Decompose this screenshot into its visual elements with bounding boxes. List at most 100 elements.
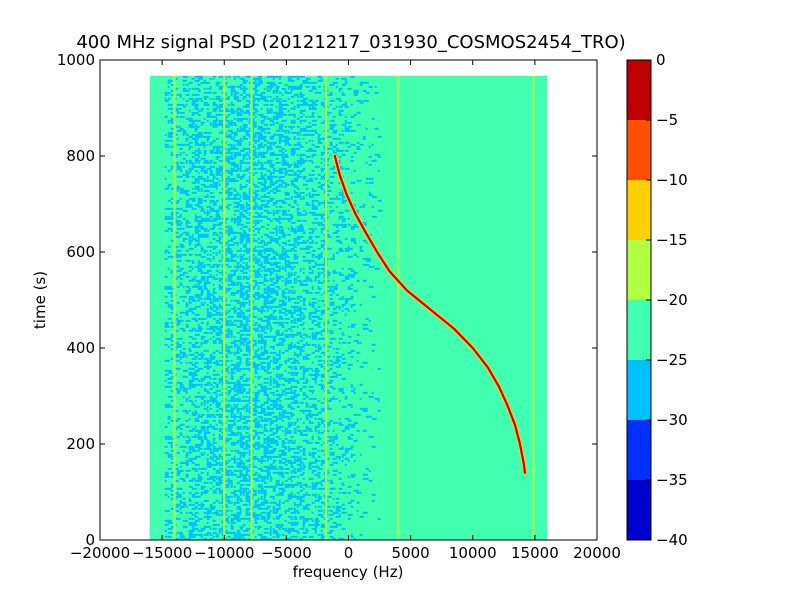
noise-speckle (242, 387, 246, 390)
noise-speckle (314, 307, 317, 310)
noise-speckle (233, 97, 239, 100)
noise-speckle (191, 461, 195, 464)
noise-speckle (203, 389, 209, 392)
noise-speckle (293, 467, 296, 470)
noise-speckle (275, 209, 281, 212)
noise-speckle (218, 99, 223, 102)
noise-speckle (320, 431, 324, 434)
noise-speckle (290, 119, 294, 122)
noise-speckle (326, 233, 330, 236)
noise-speckle (227, 351, 233, 354)
noise-speckle (242, 173, 246, 176)
noise-speckle (224, 131, 227, 134)
noise-speckle (272, 187, 278, 190)
noise-speckle (257, 347, 260, 350)
noise-speckle (368, 85, 373, 88)
noise-speckle (233, 309, 237, 312)
noise-speckle (242, 95, 247, 98)
noise-speckle (206, 429, 209, 432)
noise-speckle (278, 363, 283, 366)
noise-speckle (260, 325, 264, 328)
noise-speckle (212, 77, 215, 80)
noise-speckle (242, 111, 247, 114)
noise-speckle (263, 257, 269, 260)
noise-speckle (296, 195, 300, 198)
noise-speckle (323, 241, 326, 244)
noise-speckle (206, 87, 212, 90)
noise-speckle (293, 199, 297, 202)
noise-speckle (233, 383, 238, 386)
noise-speckle (281, 307, 287, 310)
noise-speckle (335, 443, 339, 446)
noise-speckle (269, 299, 275, 302)
noise-speckle (281, 209, 287, 212)
noise-speckle (287, 233, 291, 236)
noise-speckle (194, 383, 198, 386)
noise-speckle (290, 127, 293, 130)
noise-speckle (185, 143, 190, 146)
noise-speckle (254, 201, 257, 204)
noise-speckle (200, 343, 203, 346)
noise-speckle (242, 339, 247, 342)
noise-speckle (275, 365, 281, 368)
noise-speckle (182, 191, 187, 194)
noise-speckle (302, 457, 307, 460)
noise-speckle (269, 151, 275, 154)
noise-speckle (230, 291, 235, 294)
noise-speckle (191, 207, 197, 210)
noise-speckle (299, 339, 303, 342)
noise-speckle (371, 349, 375, 352)
noise-speckle (329, 257, 335, 260)
noise-speckle (266, 469, 270, 472)
noise-speckle (308, 279, 313, 282)
noise-speckle (335, 437, 338, 440)
noise-speckle (317, 139, 321, 142)
noise-speckle (269, 301, 274, 304)
noise-speckle (251, 363, 257, 366)
noise-speckle (260, 249, 264, 252)
noise-speckle (236, 209, 240, 212)
noise-speckle (251, 437, 255, 440)
noise-speckle (263, 401, 269, 404)
noise-speckle (245, 435, 250, 438)
noise-speckle (203, 451, 206, 454)
noise-speckle (167, 97, 171, 100)
noise-speckle (287, 163, 293, 166)
noise-speckle (230, 473, 234, 476)
noise-speckle (197, 97, 202, 100)
noise-speckle (215, 481, 220, 484)
noise-speckle (269, 305, 273, 308)
noise-speckle (368, 265, 372, 268)
noise-speckle (218, 271, 224, 274)
noise-speckle (212, 303, 216, 306)
noise-speckle (377, 367, 381, 370)
noise-speckle (305, 85, 310, 88)
noise-speckle (185, 309, 189, 312)
noise-speckle (350, 473, 356, 476)
noise-speckle (242, 261, 245, 264)
noise-speckle (215, 209, 220, 212)
noise-speckle (224, 343, 227, 346)
noise-speckle (197, 283, 200, 286)
noise-speckle (263, 301, 268, 304)
noise-speckle (287, 417, 291, 420)
noise-speckle (338, 167, 344, 170)
noise-speckle (311, 315, 317, 318)
noise-speckle (197, 293, 202, 296)
noise-speckle (209, 259, 212, 262)
noise-speckle (314, 145, 320, 148)
noise-speckle (260, 163, 264, 166)
noise-speckle (278, 267, 282, 270)
noise-speckle (272, 359, 275, 362)
noise-speckle (167, 345, 170, 348)
noise-speckle (266, 209, 269, 212)
noise-speckle (215, 321, 219, 324)
noise-speckle (239, 303, 244, 306)
noise-speckle (227, 229, 232, 232)
noise-speckle (251, 125, 256, 128)
noise-speckle (215, 349, 219, 352)
noise-speckle (218, 429, 222, 432)
noise-speckle (179, 233, 183, 236)
noise-speckle (242, 467, 246, 470)
noise-speckle (185, 453, 189, 456)
